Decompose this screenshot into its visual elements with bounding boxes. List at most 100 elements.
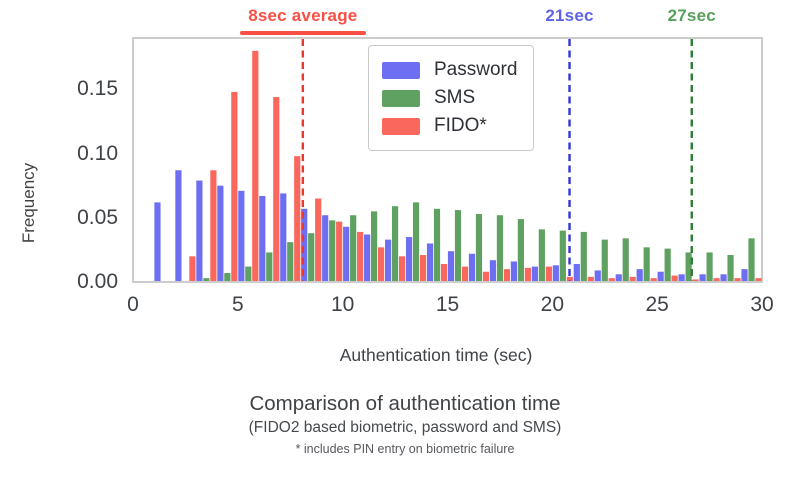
bar-password-bin20 xyxy=(552,265,559,281)
bar-password-bin21 xyxy=(573,264,580,281)
bar-fido-bin3 xyxy=(210,170,217,281)
legend-item-sms: SMS xyxy=(382,84,517,112)
bar-fido-bin9 xyxy=(336,221,343,281)
chart-footnote: * includes PIN entry on biometric failur… xyxy=(295,442,515,456)
bar-fido-bin23 xyxy=(629,276,636,281)
bar-password-bin24 xyxy=(636,269,643,281)
bar-password-bin27 xyxy=(699,274,706,281)
bar-sms-bin23 xyxy=(622,238,629,281)
bar-password-bin19 xyxy=(531,266,538,281)
bar-sms-bin11 xyxy=(371,211,378,281)
bar-fido-bin28 xyxy=(734,278,741,281)
bar-password-bin25 xyxy=(657,271,664,281)
bar-fido-bin18 xyxy=(524,267,531,281)
bar-fido-bin5 xyxy=(252,50,259,282)
bar-sms-bin8 xyxy=(308,233,315,281)
bar-password-bin11 xyxy=(364,234,371,281)
bar-sms-bin12 xyxy=(391,206,399,281)
bar-password-bin28 xyxy=(720,274,727,281)
x-tick-20: 20 xyxy=(540,293,564,316)
fido-average-annotation: 8sec average xyxy=(248,6,358,25)
y-tick-0.15: 0.15 xyxy=(77,77,118,101)
bar-fido-bin15 xyxy=(461,266,469,281)
x-tick-0: 0 xyxy=(127,293,139,316)
bar-sms-bin7 xyxy=(287,242,294,281)
bar-fido-bin17 xyxy=(503,269,510,281)
bar-fido-bin16 xyxy=(482,271,490,281)
bar-fido-bin22 xyxy=(608,278,615,281)
bar-password-bin2 xyxy=(175,170,182,281)
bar-password-bin26 xyxy=(678,274,685,281)
bar-sms-bin27 xyxy=(706,252,713,281)
legend-label-password: Password xyxy=(434,59,518,80)
bar-sms-bin20 xyxy=(559,230,566,281)
y-tick-0.00: 0.00 xyxy=(77,270,118,293)
bar-password-bin14 xyxy=(426,243,434,281)
bar-fido-bin29 xyxy=(755,278,762,281)
legend-item-password: Password xyxy=(382,56,517,84)
bar-fido-bin4 xyxy=(231,91,238,281)
sms-average-annotation: 27sec xyxy=(667,6,716,25)
bar-password-bin1 xyxy=(154,202,161,281)
bar-fido-bin19 xyxy=(545,266,552,281)
bar-sms-bin29 xyxy=(748,238,755,281)
bar-fido-bin26 xyxy=(692,279,699,281)
fido-average-underline xyxy=(239,31,366,35)
x-tick-15: 15 xyxy=(435,293,460,316)
bar-sms-bin25 xyxy=(664,248,671,281)
bar-password-bin4 xyxy=(217,185,224,281)
bar-sms-bin5 xyxy=(245,266,252,281)
bar-fido-bin6 xyxy=(273,97,280,281)
bar-fido-bin25 xyxy=(671,275,678,281)
x-tick-25: 25 xyxy=(645,293,669,316)
bar-sms-bin26 xyxy=(685,252,692,281)
bar-fido-bin21 xyxy=(587,276,594,281)
password-average-annotation: 21sec xyxy=(545,6,594,25)
bar-sms-bin4 xyxy=(224,273,231,281)
bar-password-bin10 xyxy=(343,226,350,281)
bar-password-bin3 xyxy=(196,180,203,281)
bar-fido-bin10 xyxy=(357,231,364,281)
bar-sms-bin28 xyxy=(727,255,734,281)
bar-password-bin13 xyxy=(405,237,413,281)
bar-fido-bin2 xyxy=(189,256,196,281)
bar-password-bin12 xyxy=(385,239,392,281)
bar-fido-bin8 xyxy=(315,198,322,281)
bar-password-bin16 xyxy=(468,253,476,281)
x-tick-5: 5 xyxy=(231,293,244,316)
bar-sms-bin19 xyxy=(538,229,545,281)
bar-sms-bin15 xyxy=(454,210,462,281)
bar-password-bin6 xyxy=(259,195,266,281)
bar-sms-bin10 xyxy=(350,215,357,281)
bar-password-bin5 xyxy=(238,190,245,281)
bar-sms-bin17 xyxy=(496,215,504,281)
bar-sms-bin3 xyxy=(203,278,210,281)
legend-label-fido: FIDO* xyxy=(434,115,487,136)
bar-fido-bin13 xyxy=(419,255,427,281)
bar-sms-bin6 xyxy=(266,252,273,281)
legend: Password SMS FIDO* xyxy=(368,45,535,151)
bar-sms-bin13 xyxy=(412,202,420,281)
y-tick-0.05: 0.05 xyxy=(77,205,118,229)
bar-sms-bin24 xyxy=(643,247,650,281)
bar-sms-bin21 xyxy=(580,231,587,281)
bar-password-bin18 xyxy=(510,261,517,281)
bar-sms-bin9 xyxy=(329,220,336,281)
bar-password-bin9 xyxy=(322,215,329,281)
bar-sms-bin14 xyxy=(433,208,441,281)
bar-fido-bin12 xyxy=(398,256,406,281)
password-swatch xyxy=(382,61,420,79)
bar-password-bin23 xyxy=(615,274,622,281)
chart-subtitle: (FIDO2 based biometric, password and SMS… xyxy=(248,419,562,436)
x-tick-10: 10 xyxy=(330,293,355,316)
bar-sms-bin16 xyxy=(475,213,483,281)
bar-password-bin7 xyxy=(280,193,287,281)
bar-fido-bin20 xyxy=(566,276,573,281)
bar-fido-bin11 xyxy=(378,247,385,281)
x-tick-30: 30 xyxy=(750,293,774,316)
legend-label-sms: SMS xyxy=(434,87,476,108)
chart-title: Comparison of authentication time xyxy=(249,392,561,415)
bar-sms-bin22 xyxy=(601,239,608,281)
bar-password-bin17 xyxy=(489,260,497,281)
